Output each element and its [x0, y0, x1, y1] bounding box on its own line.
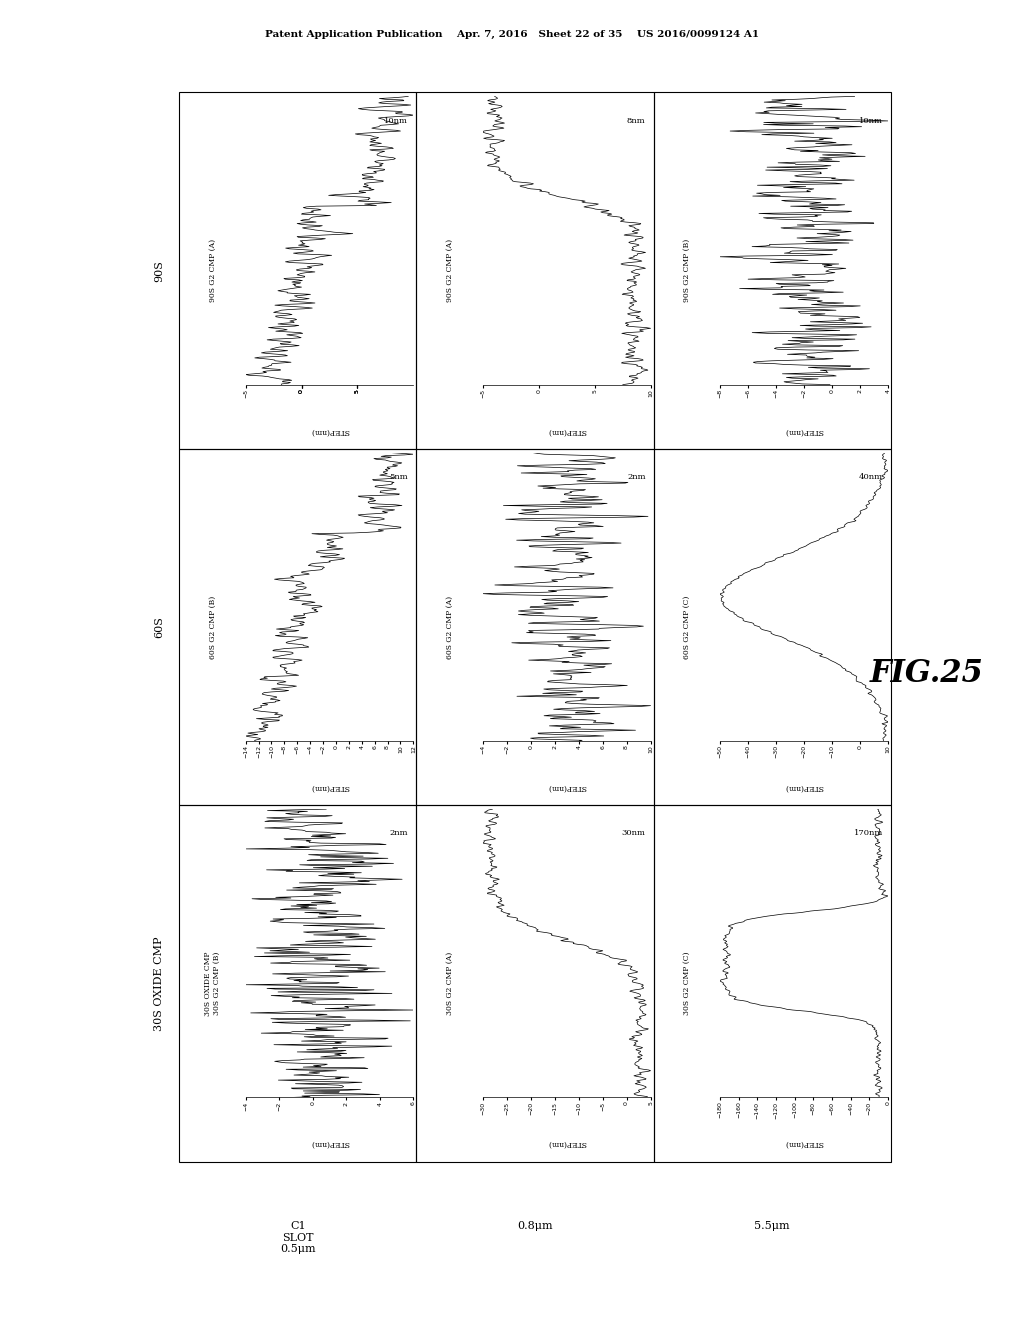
Text: 10nm: 10nm: [384, 116, 409, 124]
Text: 5.5μm: 5.5μm: [755, 1221, 791, 1232]
Text: STEP(nm): STEP(nm): [310, 426, 349, 434]
Text: 170nm: 170nm: [854, 829, 883, 837]
Text: 90S G2 CMP (A): 90S G2 CMP (A): [209, 239, 216, 302]
Text: 60S G2 CMP (A): 60S G2 CMP (A): [445, 595, 454, 659]
Text: STEP(nm): STEP(nm): [784, 1139, 823, 1147]
Text: STEP(nm): STEP(nm): [310, 783, 349, 791]
Text: 30S G2 CMP (A): 30S G2 CMP (A): [445, 952, 454, 1015]
Text: 60S: 60S: [154, 616, 164, 638]
Text: 30S G2 CMP (C): 30S G2 CMP (C): [683, 952, 691, 1015]
Text: 2nm: 2nm: [627, 473, 645, 480]
Text: STEP(nm): STEP(nm): [310, 1139, 349, 1147]
Text: STEP(nm): STEP(nm): [547, 426, 586, 434]
Text: 60S G2 CMP (C): 60S G2 CMP (C): [683, 595, 691, 659]
Text: 5nm: 5nm: [390, 473, 409, 480]
Text: 30S OXIDE CMP
30S G2 CMP (B): 30S OXIDE CMP 30S G2 CMP (B): [204, 952, 221, 1015]
Text: STEP(nm): STEP(nm): [547, 783, 586, 791]
Text: 8nm: 8nm: [627, 116, 645, 124]
Text: FIG.25: FIG.25: [869, 657, 984, 689]
Text: 90S G2 CMP (B): 90S G2 CMP (B): [683, 239, 691, 302]
Text: 2nm: 2nm: [390, 829, 409, 837]
Text: STEP(nm): STEP(nm): [784, 426, 823, 434]
Text: Patent Application Publication    Apr. 7, 2016   Sheet 22 of 35    US 2016/00991: Patent Application Publication Apr. 7, 2…: [265, 30, 759, 40]
Text: 10nm: 10nm: [859, 116, 883, 124]
Text: 90S: 90S: [154, 260, 164, 281]
Text: STEP(nm): STEP(nm): [547, 1139, 586, 1147]
Text: 40nm: 40nm: [859, 473, 883, 480]
Text: C1
SLOT
0.5μm: C1 SLOT 0.5μm: [280, 1221, 315, 1254]
Text: 0.8μm: 0.8μm: [517, 1221, 553, 1232]
Text: 30nm: 30nm: [622, 829, 645, 837]
Text: 90S G2 CMP (A): 90S G2 CMP (A): [445, 239, 454, 302]
Text: 30S OXIDE CMP: 30S OXIDE CMP: [154, 936, 164, 1031]
Text: 60S G2 CMP (B): 60S G2 CMP (B): [209, 595, 216, 659]
Text: STEP(nm): STEP(nm): [784, 783, 823, 791]
